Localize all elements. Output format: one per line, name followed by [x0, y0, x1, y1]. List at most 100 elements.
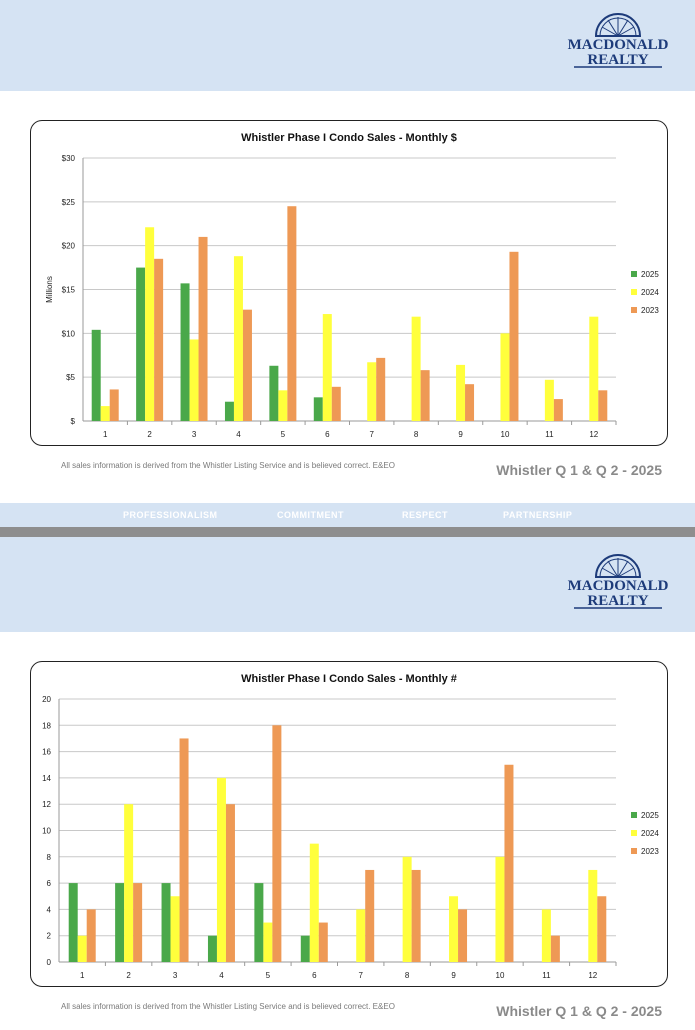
y-tick-label: 12	[42, 800, 51, 809]
chart-monthly-dollars: Whistler Phase I Condo Sales - Monthly $…	[45, 132, 659, 439]
bar-2024-5	[278, 390, 288, 421]
legend-label-2025: 2025	[641, 270, 659, 279]
legend-swatch-2023	[631, 307, 637, 313]
brand-logo-second: MACDONALD REALTY	[568, 553, 669, 611]
bar-2024-4	[233, 256, 243, 421]
bar-2025-3	[161, 883, 171, 962]
brand-line1: MACDONALD	[568, 37, 669, 53]
bar-2025-2	[136, 267, 146, 421]
y-tick-label: $25	[62, 198, 76, 207]
bar-2023-6	[331, 386, 341, 421]
x-tick-label: 4	[219, 971, 224, 980]
y-tick-label: 18	[42, 721, 51, 730]
bar-2024-7	[367, 362, 377, 421]
bar-2025-6	[300, 935, 310, 962]
bar-2024-11	[544, 379, 554, 421]
y-tick-label: $30	[62, 154, 76, 163]
bar-2025-4	[207, 935, 217, 962]
brand-logo-graphic: MACDONALD REALTY	[568, 13, 669, 68]
x-tick-label: 3	[173, 971, 178, 980]
bar-2023-10	[504, 764, 514, 962]
disclaimer-text: All sales information is derived from th…	[61, 461, 395, 470]
value-respect: RESPECT	[402, 510, 449, 520]
bar-2023-7	[365, 869, 375, 962]
y-tick-label: 16	[42, 748, 51, 757]
bar-2024-1	[100, 406, 110, 421]
legend-label-2024: 2024	[641, 829, 659, 838]
bar-2024-3	[170, 896, 180, 962]
y-tick-label: 6	[47, 879, 52, 888]
x-tick-label: 3	[192, 430, 197, 439]
bar-2023-12	[598, 390, 608, 421]
bar-2023-9	[458, 909, 468, 962]
x-tick-label: 10	[496, 971, 505, 980]
y-tick-label: $	[71, 417, 76, 426]
x-tick-label: 2	[126, 971, 131, 980]
x-tick-label: 7	[358, 971, 363, 980]
bar-2024-4	[216, 777, 226, 962]
period-label-second: Whistler Q 1 & Q 2 - 2025	[496, 1003, 662, 1019]
y-tick-label: $15	[62, 286, 76, 295]
y-tick-label: 2	[47, 932, 52, 941]
values-bar: PROFESSIONALISM COMMITMENT RESPECT PARTN…	[0, 503, 695, 527]
bar-2024-11	[541, 909, 551, 962]
bar-2023-2	[133, 883, 143, 962]
bar-2023-4	[242, 309, 252, 421]
bar-2024-9	[449, 896, 459, 962]
x-tick-label: 6	[325, 430, 330, 439]
chart-title: Whistler Phase I Condo Sales - Monthly $	[241, 132, 457, 144]
x-tick-label: 5	[266, 971, 271, 980]
bar-2024-8	[411, 316, 421, 421]
x-tick-label: 11	[545, 430, 554, 439]
x-tick-label: 12	[588, 971, 597, 980]
bar-2025-3	[180, 283, 190, 421]
bar-2025-5	[269, 365, 279, 421]
y-tick-label: $20	[62, 242, 76, 251]
bar-2025-1	[68, 883, 78, 962]
brand-logo: MACDONALD REALTY	[568, 12, 669, 70]
x-tick-label: 8	[405, 971, 410, 980]
bar-2024-9	[456, 364, 466, 421]
bar-2023-12	[597, 896, 607, 962]
bar-2024-10	[495, 856, 505, 962]
x-tick-label: 5	[281, 430, 286, 439]
bar-2023-11	[553, 399, 563, 421]
bar-2023-3	[198, 236, 208, 421]
bar-2025-1	[91, 329, 101, 421]
brand-line1-second: MACDONALD	[568, 578, 669, 594]
y-tick-label: $10	[62, 329, 76, 338]
y-tick-label: 4	[47, 905, 52, 914]
disclaimer-text-second: All sales information is derived from th…	[61, 1002, 395, 1011]
legend-label-2024: 2024	[641, 288, 659, 297]
legend-swatch-2024	[631, 289, 637, 295]
x-tick-label: 2	[147, 430, 152, 439]
chart-monthly-counts: Whistler Phase I Condo Sales - Monthly #…	[42, 673, 659, 980]
x-tick-label: 1	[80, 971, 85, 980]
value-commitment: COMMITMENT	[277, 510, 344, 520]
x-tick-label: 1	[103, 430, 108, 439]
x-tick-label: 12	[589, 430, 598, 439]
bar-2023-1	[109, 389, 119, 421]
bar-2024-6	[322, 314, 332, 421]
bar-2024-7	[356, 909, 366, 962]
bar-2023-8	[411, 869, 421, 962]
page-divider	[0, 527, 695, 537]
bar-2023-8	[420, 370, 430, 421]
header-band-second	[0, 537, 695, 632]
bar-2023-3	[179, 738, 189, 962]
brand-logo-graphic-second: MACDONALD REALTY	[568, 554, 669, 609]
bar-2023-9	[465, 384, 475, 421]
bar-2024-1	[77, 935, 87, 962]
x-tick-label: 11	[542, 971, 551, 980]
y-tick-label: 0	[47, 958, 52, 967]
header-band-top	[0, 0, 695, 91]
y-tick-label: 10	[42, 827, 51, 836]
bar-2023-2	[154, 258, 164, 421]
x-tick-label: 9	[451, 971, 456, 980]
x-tick-label: 4	[236, 430, 241, 439]
bar-2023-6	[318, 922, 328, 962]
legend-label-2025: 2025	[641, 811, 659, 820]
bar-2024-5	[263, 922, 273, 962]
y-tick-label: 8	[47, 853, 52, 862]
x-tick-label: 7	[369, 430, 374, 439]
